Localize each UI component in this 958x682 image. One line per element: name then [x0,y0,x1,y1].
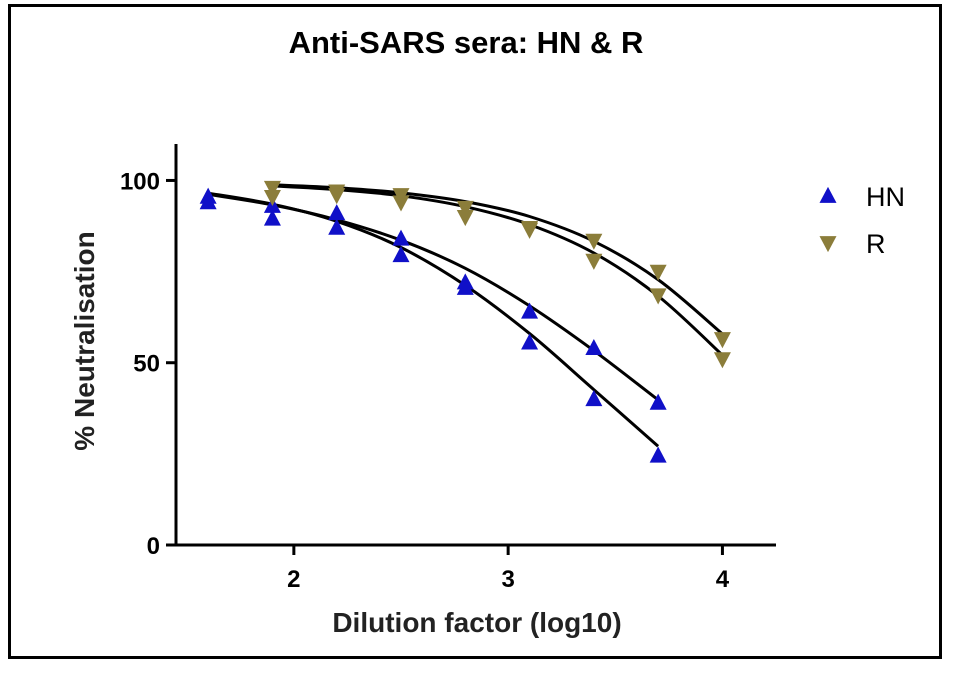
data-point-hn [263,209,281,226]
data-point-hn [199,193,217,210]
data-point-hn [521,302,539,319]
data-point-hn [456,278,474,295]
x-tick-label: 3 [501,566,514,593]
legend: HN R [819,182,905,259]
x-axis-label: Dilution factor (log10) [332,607,621,638]
data-point-r [456,210,474,227]
x-tick-label: 2 [287,566,300,593]
data-point-r [585,233,603,250]
y-axis-label: % Neutralisation [69,231,100,450]
fit-curve-r [272,183,724,336]
data-point-r [392,195,410,212]
data-point-hn [328,204,346,221]
data-point-hn [521,333,539,350]
data-point-hn [392,246,410,263]
data-point-hn [649,446,667,463]
fit-curve-hn [207,191,660,448]
data-point-r [585,253,603,270]
chart-frame [8,4,942,659]
y-tick-label: 50 [133,351,160,378]
data-point-hn [392,229,410,246]
data-point-r [649,288,667,305]
x-tick-label: 4 [716,566,730,593]
data-point-r [713,352,731,369]
data-point-r [713,332,731,349]
data-point-r [456,200,474,217]
y-tick-label: 0 [147,533,160,560]
legend-label-hn: HN [866,182,905,212]
legend-label-r: R [866,229,886,259]
data-point-hn [585,338,603,356]
data-point-r [521,222,539,239]
legend-marker-r [819,236,837,253]
data-point-hn [649,393,667,410]
data-points [199,180,731,463]
data-point-hn [328,218,346,235]
data-point-hn [585,390,603,407]
legend-marker-hn [819,186,837,203]
chart-title: Anti-SARS sera: HN & R [289,25,644,60]
y-tick-label: 100 [120,168,160,195]
data-point-r [649,264,667,281]
data-point-r [263,189,281,207]
data-point-r [263,180,281,197]
axes: 0 50 100 2 3 4 [120,144,776,593]
data-point-r [328,188,346,205]
